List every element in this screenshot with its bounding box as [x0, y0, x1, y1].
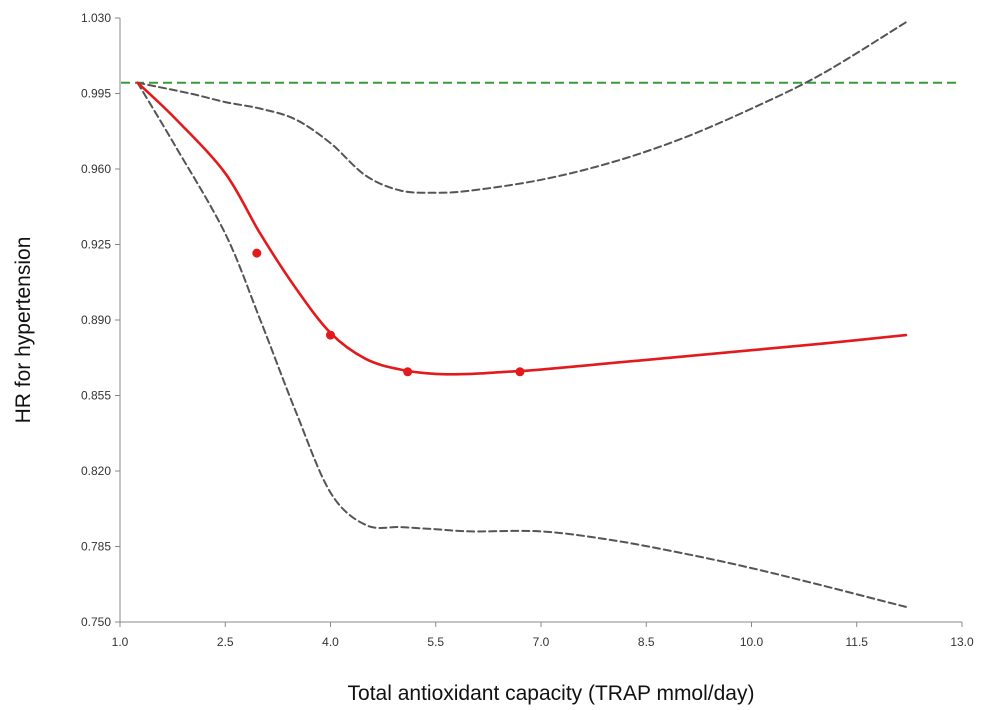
y-tick-label: 1.030: [81, 11, 111, 25]
x-tick-label: 1.0: [112, 635, 129, 649]
x-tick-label: 13.0: [950, 635, 974, 649]
y-tick-label: 0.750: [81, 615, 111, 629]
axes-layer: 1.030 0.995 0.960 0.925 0.890 0.855 0.820 0.785…: [81, 11, 974, 649]
estimate-marker: [252, 248, 262, 258]
series-layer: [136, 21, 908, 608]
y-tick-label: 0.785: [81, 540, 111, 554]
x-tick-label: 11.5: [846, 635, 869, 649]
y-tick-label: 0.960: [81, 162, 111, 176]
x-tick-label: 2.5: [217, 635, 234, 649]
y-axis-title: HR for hypertension: [12, 237, 35, 424]
y-axis-ticks: 1.030 0.995 0.960 0.925 0.890 0.855 0.820 0.785…: [81, 11, 120, 629]
lower-ci-line: [136, 81, 907, 608]
x-axis-ticks: 1.0 2.5 4.0 5.5 7.0 8.5 10.0 11.5 13.0: [112, 622, 974, 649]
y-tick-label: 0.855: [81, 389, 111, 403]
x-tick-label: 10.0: [740, 635, 764, 649]
x-axis-title: Total antioxidant capacity (TRAP mmol/da…: [348, 682, 755, 705]
estimate-line: [136, 81, 908, 376]
y-tick-label: 0.820: [81, 464, 111, 478]
estimate-marker: [515, 367, 525, 377]
x-tick-label: 7.0: [533, 635, 550, 649]
upper-ci-line: [136, 21, 907, 194]
estimate-marker: [326, 330, 335, 340]
y-tick-label: 0.995: [81, 87, 111, 101]
estimate-marker: [403, 367, 413, 377]
x-tick-label: 5.5: [427, 635, 444, 649]
y-tick-label: 0.890: [81, 313, 111, 327]
y-tick-label: 0.925: [81, 238, 111, 252]
x-tick-label: 4.0: [322, 635, 339, 649]
x-tick-label: 8.5: [638, 635, 655, 649]
